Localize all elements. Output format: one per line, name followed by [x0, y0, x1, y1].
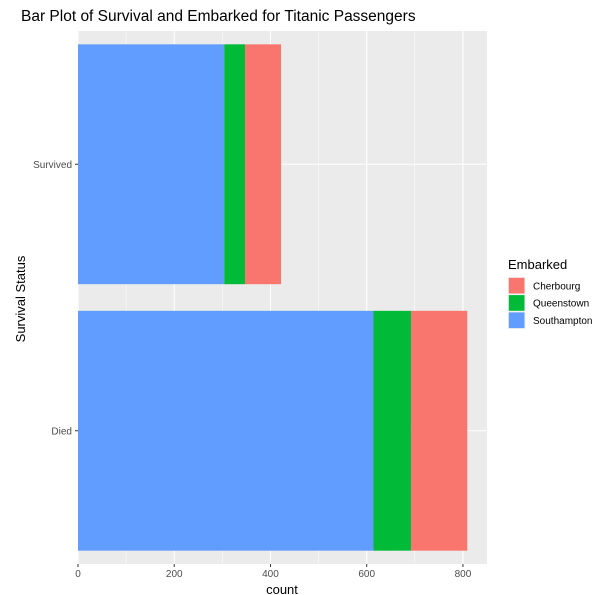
x-tick-label: 0 [75, 569, 81, 580]
legend-swatch-cherbourg [508, 277, 525, 294]
bar-died-southampton [78, 310, 374, 551]
legend-label-cherbourg: Cherbourg [533, 281, 580, 292]
x-tick-label: 400 [262, 569, 279, 580]
bars-group [78, 44, 468, 551]
legend: Embarked Cherbourg Queenstown Southampton [508, 257, 593, 329]
bar-died-cherbourg [410, 310, 468, 551]
x-axis-title: count [266, 582, 298, 595]
chart-title: Bar Plot of Survival and Embarked for Ti… [21, 8, 416, 25]
x-tick-label: 600 [358, 569, 375, 580]
legend-swatch-queenstown [508, 295, 525, 311]
y-axis-title: Survival Status [13, 255, 28, 342]
bar-died-queenstown [373, 310, 411, 551]
legend-swatch-southampton [508, 312, 525, 329]
bar-survived-queenstown [224, 44, 245, 285]
x-axis: 0 200 400 600 800 [75, 564, 472, 580]
bar-survived-cherbourg [244, 44, 282, 285]
x-tick-label: 800 [455, 569, 472, 580]
legend-title: Embarked [508, 257, 567, 272]
bar-survived-southampton [78, 44, 225, 285]
legend-label-queenstown: Queenstown [533, 299, 589, 310]
x-tick-label: 200 [166, 569, 183, 580]
y-axis: Died Survived [33, 160, 78, 437]
y-tick-label: Died [51, 426, 72, 437]
y-tick-label: Survived [33, 160, 72, 171]
legend-label-southampton: Southampton [533, 316, 593, 327]
